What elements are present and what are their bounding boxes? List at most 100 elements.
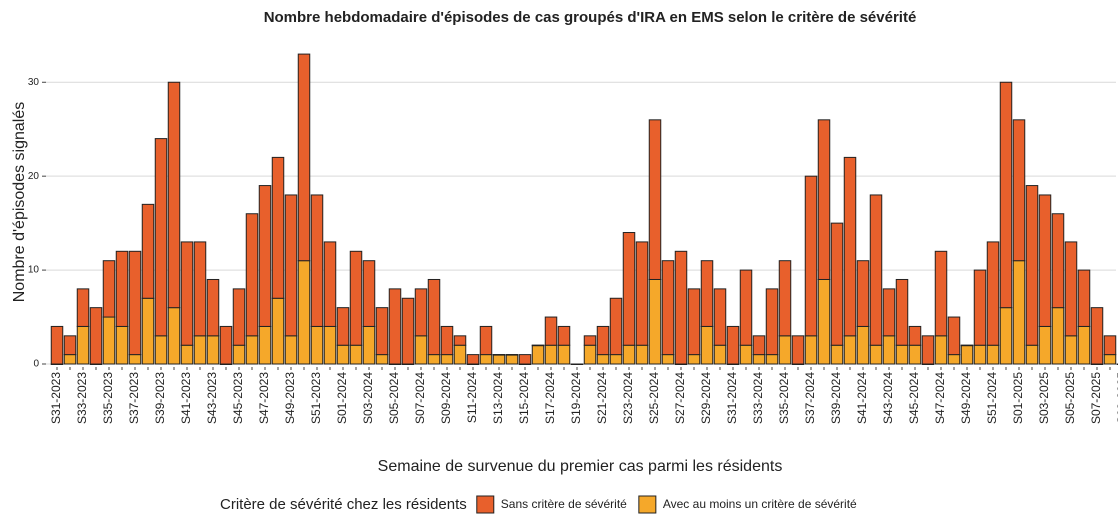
bar-segment <box>258 325 272 365</box>
bar-segment <box>908 325 922 346</box>
bar-segment <box>648 278 662 365</box>
bar-segment <box>1064 335 1078 365</box>
bar-segment <box>713 344 727 365</box>
x-tick-label: S13-2024 <box>491 372 505 424</box>
x-axis-title: Semaine de survenue du premier cas parmi… <box>378 458 783 475</box>
bar-segment <box>765 288 779 356</box>
bar-segment <box>310 194 324 327</box>
bar-segment <box>726 325 740 365</box>
bar-segment <box>882 288 896 337</box>
bar-segment <box>1012 119 1026 262</box>
bar-segment <box>947 354 961 365</box>
bar-segment <box>700 260 714 327</box>
x-tick-label: S17-2024 <box>543 372 557 424</box>
bar-segment <box>1012 260 1026 365</box>
bar-segment <box>323 325 337 365</box>
bar-segment <box>570 363 584 365</box>
bar-segment <box>895 278 909 346</box>
x-tick-label: S33-2023 <box>75 372 89 424</box>
bar-segment <box>63 354 77 365</box>
bar-segment <box>102 260 116 318</box>
bar-segment <box>466 354 480 365</box>
bar-segment <box>427 354 441 365</box>
bar-segment <box>765 354 779 365</box>
x-tick-label: S43-2023 <box>205 372 219 424</box>
bar-segment <box>817 119 831 280</box>
bar-segment <box>999 307 1013 365</box>
bar-segment <box>245 213 259 337</box>
bar-segment <box>1051 307 1065 365</box>
bar-segment <box>284 194 298 337</box>
legend-title: Critère de sévérité chez les résidents <box>220 496 467 513</box>
y-tick-label: 20 <box>28 171 40 182</box>
bar-segment <box>583 344 597 365</box>
bar-segment <box>505 354 519 365</box>
bar-segment <box>1025 344 1039 365</box>
bar-segment <box>297 53 311 262</box>
bar-segment <box>518 354 532 365</box>
x-tick-label: S01-2024 <box>335 372 349 424</box>
bar-segment <box>167 81 181 309</box>
bar-segment <box>362 260 376 327</box>
bar-segment <box>583 335 597 346</box>
bar-segment <box>791 335 805 365</box>
x-tick-label: S41-2024 <box>855 372 869 424</box>
x-tick-label: S09-2025 <box>1115 372 1118 424</box>
bar-segment <box>713 288 727 346</box>
bar-segment <box>960 344 974 347</box>
bar-segment <box>973 269 987 346</box>
bar-segment <box>193 335 207 365</box>
bar-segment <box>349 344 363 365</box>
bar-segment <box>1064 241 1078 337</box>
bar-segment <box>999 81 1013 309</box>
x-tick-label: S05-2024 <box>387 372 401 424</box>
bar-segment <box>544 316 558 346</box>
bar-segment <box>557 325 571 346</box>
x-tick-label: S49-2023 <box>283 372 297 424</box>
bar-segment <box>635 241 649 346</box>
bar-segment <box>1038 325 1052 365</box>
bar-segment <box>908 344 922 365</box>
bar-segment <box>479 325 493 356</box>
x-tick-label: S47-2024 <box>933 372 947 424</box>
y-tick-label: 30 <box>28 77 40 88</box>
x-tick-label: S05-2025 <box>1063 372 1077 424</box>
bar-segment <box>193 241 207 337</box>
bar-segment <box>843 335 857 365</box>
x-tick-label: S51-2023 <box>309 372 323 424</box>
bar-segment <box>921 335 935 365</box>
bar-segment <box>687 354 701 365</box>
bar-segment <box>869 194 883 346</box>
bar-segment <box>1077 269 1091 327</box>
x-tick-label: S15-2024 <box>517 372 531 424</box>
bar-segment <box>271 297 285 365</box>
x-tick-label: S23-2024 <box>621 372 635 424</box>
bar-segment <box>362 325 376 365</box>
x-tick-label: S29-2024 <box>699 372 713 424</box>
bar-segment <box>1103 354 1117 365</box>
bar-segment <box>414 288 428 337</box>
bar-segment <box>115 325 129 365</box>
bar-segment <box>388 288 402 365</box>
x-tick-label: S07-2024 <box>413 372 427 424</box>
bar-segment <box>934 335 948 365</box>
bar-segment <box>986 241 1000 346</box>
bar-segment <box>427 278 441 356</box>
bar-segment <box>440 354 454 365</box>
bar-segment <box>869 344 883 365</box>
x-tick-label: S19-2024 <box>569 372 583 424</box>
bar-segment <box>505 354 519 356</box>
x-tick-label: S27-2024 <box>673 372 687 424</box>
bar-segment <box>661 354 675 365</box>
bar-segment <box>323 241 337 327</box>
bar-segment <box>453 344 467 365</box>
bar-segment <box>934 250 948 337</box>
bar-segment <box>1090 307 1104 365</box>
bar-segment <box>752 335 766 356</box>
bar-segment <box>531 344 545 347</box>
x-tick-label: S35-2024 <box>777 372 791 424</box>
legend-label: Avec au moins un critère de sévérité <box>663 497 857 511</box>
x-tick-label: S03-2025 <box>1037 372 1051 424</box>
bar-segment <box>622 232 636 346</box>
